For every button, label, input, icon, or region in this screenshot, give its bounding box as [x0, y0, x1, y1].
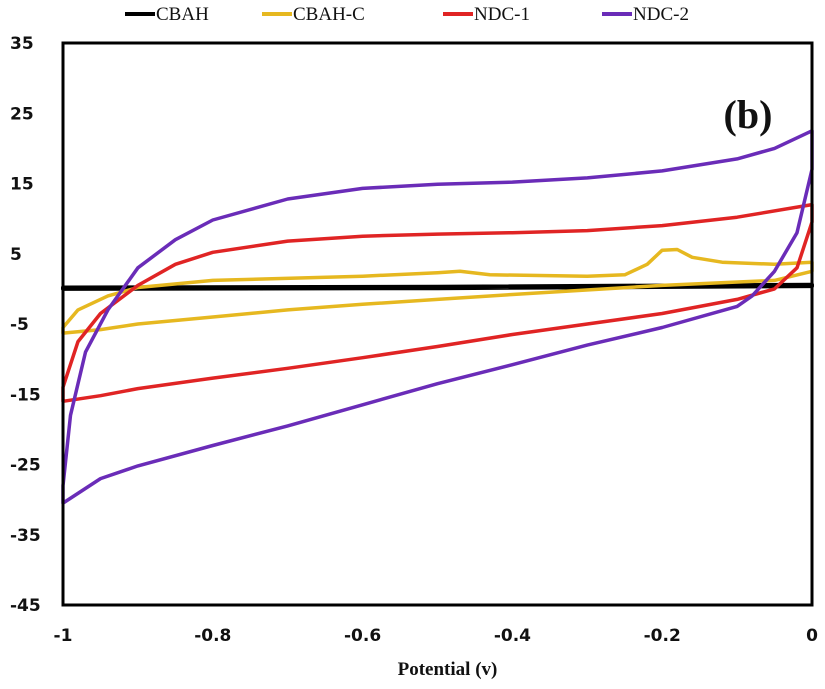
- series-line-ndc-2: [61, 129, 814, 505]
- x-axis-ticks: -1 -0.8 -0.6 -0.4 -0.2 0: [54, 626, 819, 646]
- x-tick-label: -0.2: [644, 626, 681, 646]
- y-tick-label: 25: [10, 104, 34, 124]
- y-tick-label: -15: [10, 385, 41, 405]
- y-tick-label: -5: [10, 315, 29, 335]
- series-line-cbah-c: [61, 247, 814, 335]
- y-tick-label: -45: [10, 596, 41, 616]
- plot-area: [61, 129, 814, 505]
- series-line-ndc-1: [61, 202, 814, 404]
- y-tick-label: 15: [10, 175, 34, 195]
- y-tick-label: -25: [10, 456, 41, 476]
- legend-label-ndc-2: NDC-2: [633, 4, 689, 25]
- y-tick-label: 5: [10, 245, 22, 265]
- x-axis-label: Potential (v): [398, 659, 498, 680]
- x-tick-label: -0.8: [194, 626, 231, 646]
- legend-label-ndc-1: NDC-1: [474, 4, 530, 25]
- x-tick-label: -0.4: [494, 626, 531, 646]
- x-tick-label: 0: [806, 626, 818, 646]
- legend-label-cbah-c: CBAH-C: [293, 4, 365, 25]
- legend-label-cbah: CBAH: [156, 4, 209, 25]
- x-tick-label: -1: [54, 626, 73, 646]
- plot-frame: [61, 41, 814, 607]
- y-tick-label: 35: [10, 34, 34, 54]
- y-axis-ticks: 35 25 15 5 -5 -15 -25 -35 -45: [10, 34, 41, 616]
- x-tick-label: -0.6: [344, 626, 381, 646]
- panel-label: (b): [724, 92, 773, 137]
- legend: CBAH CBAH-C NDC-1 NDC-2: [125, 4, 689, 25]
- y-tick-label: -35: [10, 526, 41, 546]
